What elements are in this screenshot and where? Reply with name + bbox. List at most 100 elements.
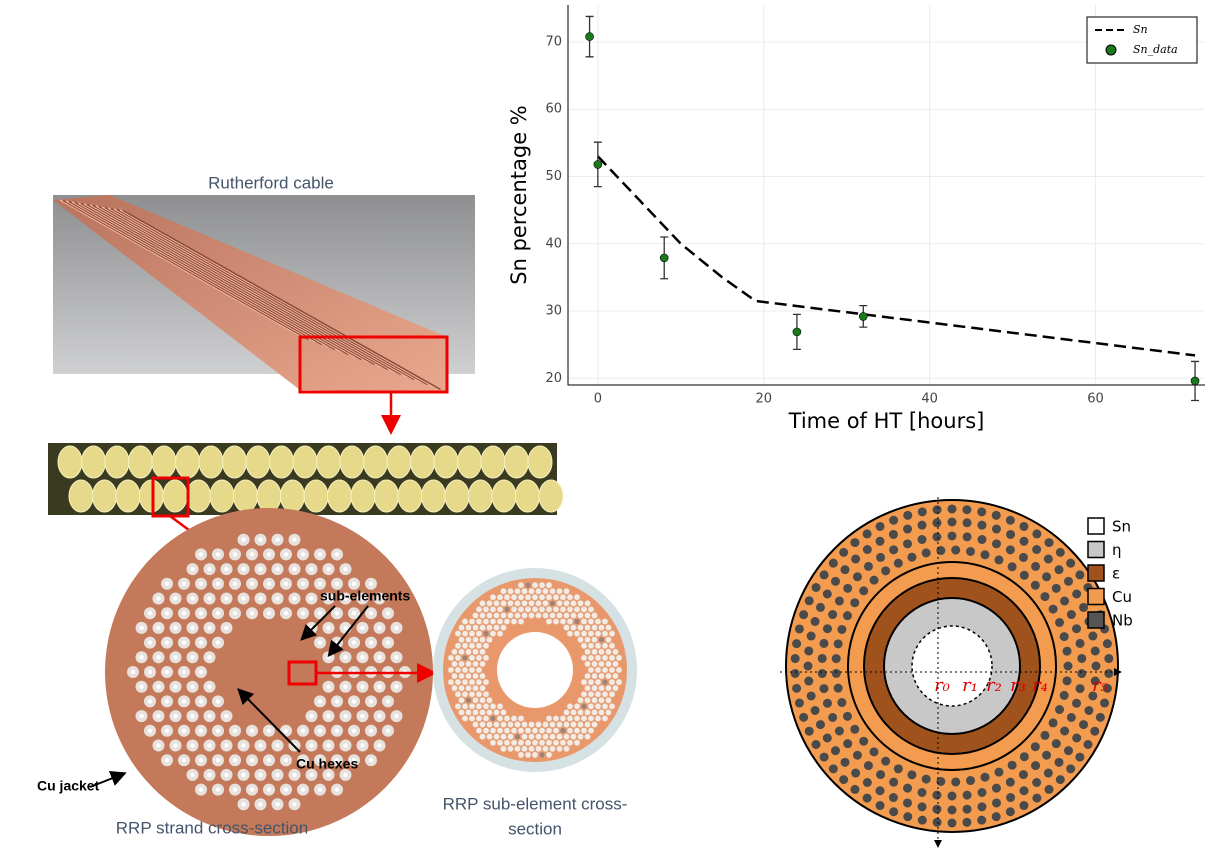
nb-filament xyxy=(1031,581,1040,590)
filament xyxy=(522,600,528,606)
strand xyxy=(210,480,234,512)
filament xyxy=(529,734,535,740)
filament xyxy=(578,709,584,715)
nb-filament xyxy=(1042,751,1051,760)
nb-filament xyxy=(1049,718,1058,727)
y-tick-label: 70 xyxy=(545,34,562,49)
core xyxy=(165,729,169,733)
core xyxy=(216,582,220,586)
core xyxy=(207,773,211,777)
strand xyxy=(58,446,82,478)
strand xyxy=(223,446,247,478)
nb-filament xyxy=(816,603,825,612)
filament xyxy=(469,703,475,709)
filament xyxy=(504,728,510,734)
filament xyxy=(494,734,500,740)
nb-filament xyxy=(870,576,879,585)
filament xyxy=(483,691,489,697)
core xyxy=(369,640,373,644)
core xyxy=(165,699,169,703)
nb-filament xyxy=(850,725,859,734)
filament xyxy=(606,709,612,715)
filament xyxy=(469,691,475,697)
core xyxy=(360,714,364,718)
nb-filament xyxy=(1104,654,1113,663)
nb-filament xyxy=(1032,545,1041,554)
nb-filament xyxy=(963,791,972,800)
filament xyxy=(571,612,577,618)
point xyxy=(793,328,801,336)
filament xyxy=(585,637,591,643)
nb-filament xyxy=(823,699,832,708)
filament xyxy=(543,734,549,740)
core xyxy=(301,582,305,586)
nb-filament xyxy=(1052,584,1061,593)
core xyxy=(267,611,271,615)
core xyxy=(352,729,356,733)
filament xyxy=(511,594,517,600)
filament xyxy=(539,752,545,758)
core xyxy=(199,699,203,703)
filament xyxy=(476,606,482,612)
label: Cu hexes xyxy=(296,756,358,772)
core xyxy=(241,773,245,777)
strand xyxy=(93,480,117,512)
core xyxy=(131,670,135,674)
filament xyxy=(448,655,454,661)
core xyxy=(267,787,271,791)
core xyxy=(199,670,203,674)
nb-filament xyxy=(804,646,813,655)
filament xyxy=(546,715,552,721)
core xyxy=(241,802,245,806)
core xyxy=(148,640,152,644)
nb-filament xyxy=(1064,662,1073,671)
nb-filament xyxy=(948,806,957,815)
filament xyxy=(567,606,573,612)
nb-filament xyxy=(823,590,832,599)
filament xyxy=(483,679,489,685)
strand xyxy=(364,446,388,478)
filament xyxy=(599,709,605,715)
filament xyxy=(455,655,461,661)
nb-filament xyxy=(977,802,986,811)
strand xyxy=(293,446,317,478)
nb-filament xyxy=(837,625,846,634)
nb-filament xyxy=(1032,778,1041,787)
strand xyxy=(246,446,270,478)
filament xyxy=(483,643,489,649)
filament xyxy=(606,685,612,691)
filament xyxy=(543,612,549,618)
core xyxy=(233,758,237,762)
filament xyxy=(592,697,598,703)
filament xyxy=(487,709,493,715)
nb-filament xyxy=(1006,545,1015,554)
filament xyxy=(459,685,465,691)
core xyxy=(335,552,339,556)
core xyxy=(284,758,288,762)
core xyxy=(394,714,398,718)
filament xyxy=(571,625,577,631)
filament xyxy=(518,715,524,721)
nb-filament xyxy=(881,757,890,766)
nb-filament xyxy=(1072,624,1081,633)
filament xyxy=(483,703,489,709)
caption: section xyxy=(508,819,562,838)
nb-filament xyxy=(834,639,843,648)
nb-filament xyxy=(853,751,862,760)
filament xyxy=(487,612,493,618)
filament xyxy=(462,691,468,697)
nb-filament xyxy=(1060,727,1069,736)
nb-filament xyxy=(863,545,872,554)
nb-filament xyxy=(922,548,931,557)
core xyxy=(250,729,254,733)
point xyxy=(586,33,594,41)
nb-filament xyxy=(1075,753,1084,762)
filament xyxy=(476,667,482,673)
core xyxy=(309,773,313,777)
core xyxy=(148,670,152,674)
core xyxy=(335,611,339,615)
filament xyxy=(508,600,514,606)
nb-filament xyxy=(839,548,848,557)
filament xyxy=(480,734,486,740)
filament xyxy=(508,612,514,618)
